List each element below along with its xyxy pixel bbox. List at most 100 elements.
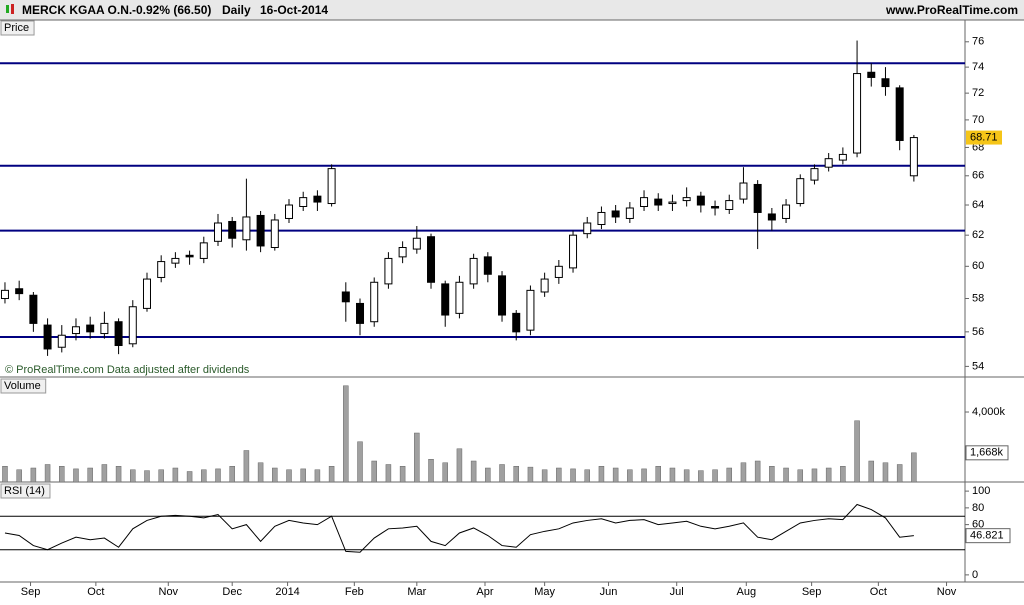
volume-bar bbox=[627, 469, 633, 483]
volume-bar bbox=[201, 469, 207, 483]
volume-bar bbox=[158, 469, 164, 483]
candle-body bbox=[668, 201, 677, 205]
candle-body bbox=[142, 278, 151, 309]
candle-body bbox=[782, 204, 791, 219]
candle-body bbox=[128, 306, 137, 345]
candle-body bbox=[739, 182, 748, 200]
candle-body bbox=[455, 281, 464, 314]
candle-body bbox=[15, 288, 24, 295]
candle-body bbox=[469, 257, 478, 285]
y-tick-label: 76 bbox=[972, 36, 984, 48]
candle-body bbox=[427, 236, 436, 283]
y-tick-label: 74 bbox=[972, 61, 984, 73]
volume-bar bbox=[343, 385, 349, 483]
candle-body bbox=[611, 210, 620, 218]
panel-label-box bbox=[0, 20, 35, 36]
candle-body bbox=[313, 195, 322, 203]
candle-body bbox=[753, 183, 762, 213]
volume-bar bbox=[726, 467, 733, 483]
candle-body bbox=[356, 302, 365, 324]
y-tick-label: 60 bbox=[972, 519, 984, 531]
last-value: 68.71 bbox=[970, 131, 998, 143]
candle-body bbox=[725, 200, 734, 210]
candle-body bbox=[299, 197, 308, 207]
volume-bar bbox=[314, 469, 321, 483]
candle-body bbox=[838, 153, 847, 161]
current-value-box bbox=[965, 445, 1009, 461]
candle-body bbox=[696, 195, 705, 206]
volume-bar bbox=[456, 448, 463, 483]
x-tick-label: Oct bbox=[870, 586, 887, 598]
y-tick-label: 100 bbox=[972, 485, 990, 497]
x-tick-label: Nov bbox=[937, 586, 957, 598]
y-tick-label: 70 bbox=[972, 114, 984, 126]
volume-bar bbox=[868, 460, 875, 483]
candle-body bbox=[412, 237, 421, 250]
volume-bar bbox=[641, 468, 647, 483]
candle-body bbox=[512, 312, 521, 333]
x-tick-label: Sep bbox=[21, 586, 41, 598]
volume-bar bbox=[2, 466, 8, 483]
y-tick-label: 56 bbox=[972, 326, 984, 338]
x-tick-label: May bbox=[534, 586, 555, 598]
volume-bar bbox=[797, 469, 804, 483]
panel-label-box bbox=[0, 483, 51, 499]
volume-bar bbox=[669, 467, 676, 483]
date: 16-Oct-2014 bbox=[260, 3, 328, 17]
candle-body bbox=[867, 71, 876, 78]
volume-bar bbox=[243, 450, 250, 483]
x-tick-label: Feb bbox=[345, 586, 364, 598]
x-tick-label: Nov bbox=[159, 586, 179, 598]
instrument: MERCK KGAA O.N. bbox=[22, 3, 132, 17]
volume-bar bbox=[172, 467, 179, 483]
volume-bar bbox=[754, 460, 761, 483]
candle-body bbox=[583, 222, 592, 235]
candle-body bbox=[256, 214, 265, 247]
x-tick-label: Sep bbox=[802, 586, 822, 598]
candle-body bbox=[597, 211, 606, 226]
panel-label: Volume bbox=[4, 380, 41, 392]
volume-bar bbox=[896, 464, 903, 483]
x-tick-label: Oct bbox=[87, 586, 104, 598]
volume-bar bbox=[286, 469, 292, 483]
volume-bar bbox=[740, 462, 747, 483]
volume-bar bbox=[698, 470, 704, 483]
x-tick-label: Jun bbox=[600, 586, 618, 598]
volume-bar bbox=[499, 464, 505, 483]
candle-body bbox=[199, 242, 208, 259]
candle-body bbox=[384, 257, 393, 285]
rsi-line bbox=[4, 503, 914, 553]
volume-bar bbox=[527, 466, 534, 483]
candle-body bbox=[767, 213, 776, 221]
period: Daily bbox=[222, 3, 251, 17]
current-value: 1,668k bbox=[970, 447, 1004, 459]
candle-body bbox=[0, 289, 9, 300]
icon bbox=[6, 5, 9, 13]
x-tick-label: Aug bbox=[737, 586, 757, 598]
candle-body bbox=[100, 322, 109, 335]
volume-bar bbox=[769, 466, 775, 483]
volume-bar bbox=[144, 470, 150, 483]
volume-bar bbox=[612, 467, 619, 483]
y-tick-label: 60 bbox=[972, 260, 984, 272]
header-bar bbox=[0, 0, 1024, 20]
y-tick-label: 62 bbox=[972, 229, 984, 241]
volume-bar bbox=[428, 459, 434, 483]
candle-body bbox=[29, 294, 38, 324]
candle-body bbox=[43, 324, 52, 350]
volume-bar bbox=[215, 468, 221, 483]
candle-body bbox=[114, 321, 123, 347]
candle-body bbox=[824, 158, 833, 168]
candle-body bbox=[569, 234, 578, 269]
candle-body bbox=[270, 219, 279, 249]
candle-body bbox=[228, 220, 237, 239]
volume-bar bbox=[16, 469, 22, 483]
volume-bar bbox=[882, 462, 889, 483]
volume-bar bbox=[683, 469, 690, 483]
candle-body bbox=[242, 216, 251, 241]
volume-bar bbox=[328, 466, 335, 483]
panel-label: RSI (14) bbox=[4, 485, 45, 497]
candle-body bbox=[341, 291, 350, 303]
volume-bar bbox=[570, 468, 576, 483]
